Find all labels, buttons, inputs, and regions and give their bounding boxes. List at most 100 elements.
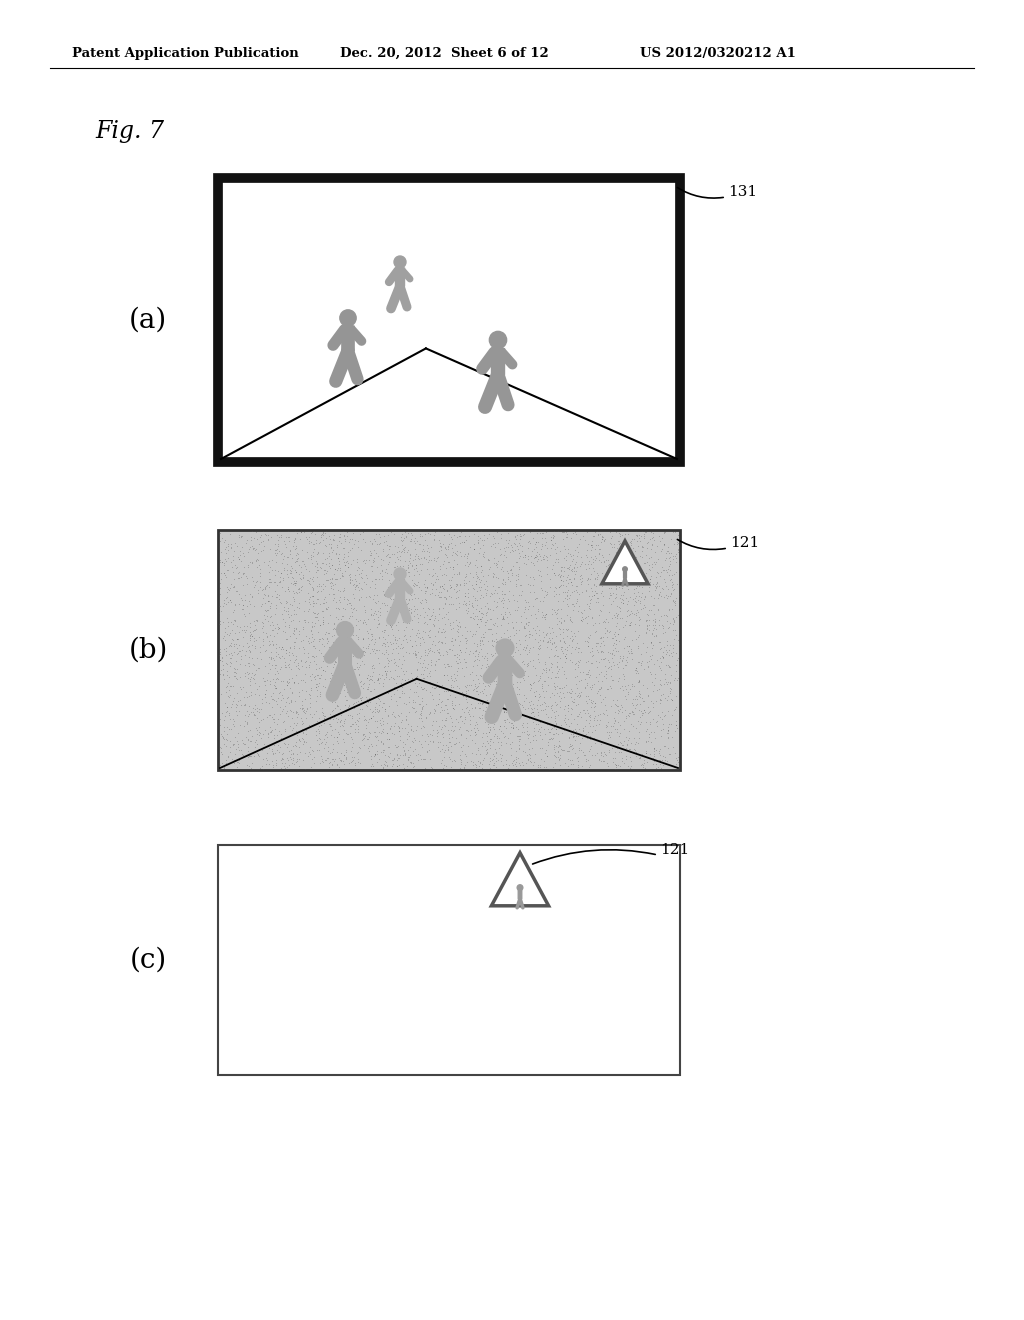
Point xyxy=(286,672,302,693)
Point xyxy=(282,543,298,564)
Point xyxy=(639,569,655,590)
Point xyxy=(394,611,411,632)
Point xyxy=(278,593,294,614)
Point xyxy=(567,667,584,688)
Point xyxy=(637,574,653,595)
Point xyxy=(318,748,335,770)
Point xyxy=(443,690,460,711)
Point xyxy=(411,694,427,715)
Point xyxy=(423,606,439,627)
Point xyxy=(594,528,610,549)
Point xyxy=(450,586,466,607)
Point xyxy=(440,656,457,677)
Point xyxy=(559,636,575,657)
Point xyxy=(495,550,511,572)
Point xyxy=(568,581,585,602)
Point xyxy=(286,723,302,744)
Point xyxy=(487,628,504,649)
Point xyxy=(441,746,458,767)
Point xyxy=(469,653,485,675)
Point xyxy=(439,546,456,568)
Point xyxy=(309,685,326,706)
Point xyxy=(395,569,412,590)
Point xyxy=(263,647,280,668)
Point xyxy=(220,548,237,569)
Point xyxy=(397,572,414,593)
Point xyxy=(302,620,318,642)
Point xyxy=(593,562,609,583)
Point xyxy=(662,671,678,692)
Point xyxy=(283,610,299,631)
Point xyxy=(581,756,597,777)
Point xyxy=(222,591,239,612)
Point xyxy=(324,677,340,698)
Point xyxy=(532,549,549,570)
Point xyxy=(293,577,309,598)
Point xyxy=(288,582,304,603)
Point xyxy=(404,731,421,752)
Point xyxy=(638,731,654,752)
Point xyxy=(375,632,391,653)
Point xyxy=(476,524,493,545)
Point xyxy=(498,717,514,738)
Point xyxy=(280,598,296,619)
Point xyxy=(400,701,417,722)
Point xyxy=(641,711,657,733)
Point xyxy=(371,652,387,673)
Point xyxy=(447,573,464,594)
Point xyxy=(474,603,490,624)
Point xyxy=(416,649,432,671)
Point xyxy=(513,605,529,626)
Point xyxy=(264,754,281,775)
Circle shape xyxy=(496,639,514,657)
Point xyxy=(646,738,663,759)
Point xyxy=(309,739,326,760)
Point xyxy=(503,535,519,556)
Point xyxy=(216,721,232,742)
Point xyxy=(603,715,620,737)
Point xyxy=(584,652,600,673)
Point xyxy=(522,673,539,694)
Point xyxy=(536,607,552,628)
Point xyxy=(393,634,410,655)
Point xyxy=(419,578,435,599)
Point xyxy=(438,708,455,729)
Point xyxy=(369,711,385,733)
Point xyxy=(420,639,436,660)
Point xyxy=(223,539,240,560)
Point xyxy=(635,598,651,619)
Point xyxy=(343,605,359,626)
Point xyxy=(493,715,509,737)
Point xyxy=(265,647,282,668)
Point xyxy=(372,690,388,711)
Point xyxy=(539,623,555,644)
Point xyxy=(430,632,446,653)
Point xyxy=(377,561,393,582)
Point xyxy=(603,665,620,686)
Point xyxy=(478,739,495,760)
Point xyxy=(313,750,330,771)
Point xyxy=(295,616,311,638)
Point xyxy=(381,746,397,767)
Point xyxy=(314,601,331,622)
Point xyxy=(286,652,302,673)
Point xyxy=(362,680,379,701)
Point xyxy=(534,675,550,696)
Point xyxy=(659,672,676,693)
Point xyxy=(329,638,345,659)
Point xyxy=(351,590,368,611)
Point xyxy=(652,689,669,710)
Point xyxy=(249,733,265,754)
Point xyxy=(539,632,555,653)
Point xyxy=(377,634,393,655)
Point xyxy=(434,739,451,760)
Point xyxy=(264,549,281,570)
Point xyxy=(240,737,256,758)
Point xyxy=(657,560,674,581)
Point xyxy=(465,705,481,726)
Point xyxy=(337,708,353,729)
Point xyxy=(326,583,342,605)
Point xyxy=(417,523,433,544)
Point xyxy=(280,628,296,649)
Point xyxy=(474,606,490,627)
